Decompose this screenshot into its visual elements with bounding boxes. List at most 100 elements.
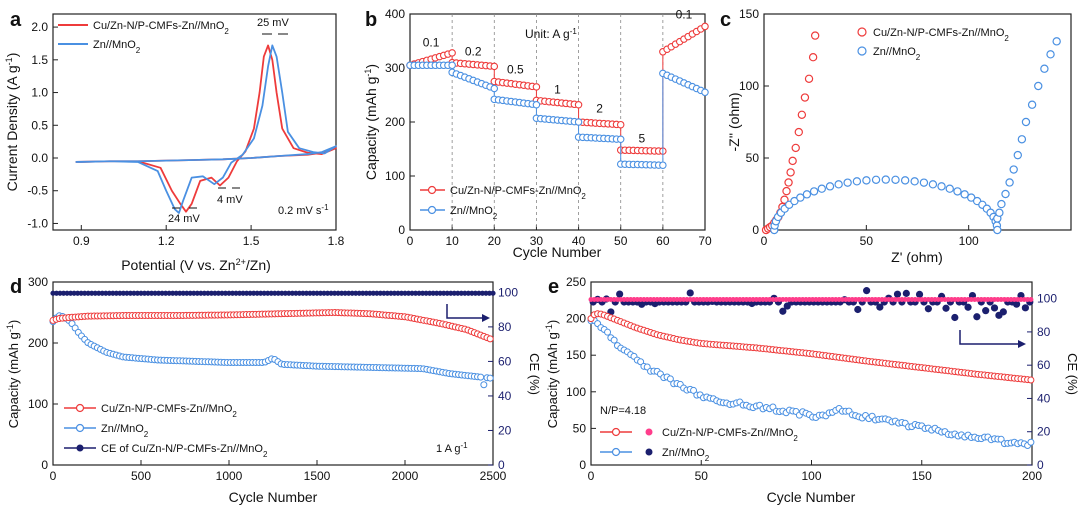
legend-e-item-zn: Zn//MnO2 — [662, 447, 710, 463]
y-tick-label: 0 — [398, 223, 405, 237]
nyquist-point-zn — [919, 178, 929, 187]
y-right-tick-label: 20 — [1037, 425, 1051, 439]
capacity-point-zn — [1027, 438, 1035, 446]
x-tick-label: 60 — [656, 234, 670, 248]
ce-point-zn — [893, 290, 902, 298]
x-tick-label: 100 — [801, 469, 821, 483]
y-right-tick-label: 40 — [498, 389, 512, 403]
y-tick-label: 400 — [385, 7, 405, 21]
nyquist-point-zn — [825, 182, 835, 191]
nyquist-point-zn — [997, 199, 1006, 209]
panel-b-xlabel: Cycle Number — [513, 244, 602, 260]
y-tick-label: 50 — [746, 151, 760, 165]
x-tick-label: 1.2 — [158, 234, 175, 248]
ce-point-zn — [1012, 300, 1021, 308]
nyquist-point-zn — [1034, 81, 1043, 91]
legend-e-navy-marker — [645, 448, 653, 456]
y-right-tick-label: 20 — [498, 423, 512, 437]
ce-point-zn — [999, 308, 1007, 316]
panel-e: e 0 50 100 150 20005010015020025002040608010… — [544, 275, 1080, 505]
x-tick-label: 0.9 — [73, 234, 90, 248]
nyquist-point-zn — [995, 208, 1004, 217]
panel-b-unit: Unit: A g-1 — [525, 27, 577, 42]
x-tick-label: 1500 — [304, 469, 331, 483]
rate-label: 0.1 — [423, 35, 440, 49]
ce-point-zn — [863, 287, 871, 295]
rate-point-cu — [490, 62, 499, 71]
y-tick-label: -0.5 — [27, 184, 48, 198]
ce-point-cu — [490, 290, 496, 296]
capacity-point-zn — [604, 328, 612, 336]
ce-point-zn — [951, 313, 959, 322]
ce-point-zn — [1021, 304, 1029, 312]
nyquist-point-cu — [791, 143, 800, 153]
panel-a-frame — [52, 13, 337, 231]
y-tick-label: 50 — [573, 421, 587, 435]
ce-point-zn — [973, 313, 981, 321]
panel-d-axis-arrow — [446, 304, 482, 319]
annotation-scan-rate: 0.2 mV s-1 — [278, 203, 329, 218]
legend-c-blue-marker — [857, 46, 867, 56]
nyquist-point-cu — [810, 31, 820, 40]
x-tick-label: 500 — [131, 469, 151, 483]
annotation-valley-gap-1: 24 mV — [168, 213, 200, 225]
rate-point-cu — [574, 100, 583, 109]
nyquist-point-zn — [960, 190, 969, 199]
panel-d: d 0 500 1000 1500 2000 2500010020030002040608… — [5, 275, 542, 505]
x-tick-label: 2000 — [392, 469, 419, 483]
nyquist-point-zn — [1013, 150, 1022, 160]
rate-label: 1 — [554, 82, 561, 96]
panel-a: a 0.9 1.2 1.5 1.8 -1.0 -0.5 0.0 0.5 1.0 1.5 2.0 Po… — [4, 9, 345, 273]
capacity-point-zn — [637, 358, 645, 366]
nyquist-point-zn — [1046, 50, 1055, 59]
legend-c-red-marker — [857, 27, 867, 37]
x-tick-label: 0 — [50, 469, 57, 483]
y-tick-label: 100 — [566, 385, 586, 399]
y-tick-label: 0 — [579, 458, 586, 472]
y-tick-label: 1.5 — [31, 53, 48, 67]
x-tick-label: 150 — [912, 469, 932, 483]
panel-e-np-ratio: N/P=4.18 — [600, 405, 646, 417]
nyquist-point-cu — [780, 195, 789, 204]
legend-d-item-ce: CE of Cu/Zn-N/P-CMFs-Zn//MnO2 — [101, 443, 268, 459]
legend-b-item-cu: Cu/Zn-N/P-CMFs-Zn//MnO2 — [450, 185, 586, 201]
cv-curve-zn — [75, 44, 337, 214]
nyquist-point-zn — [945, 184, 954, 193]
rate-point-zn — [448, 61, 456, 70]
nyquist-point-zn — [1027, 100, 1037, 109]
y-tick-label: 0.5 — [31, 118, 48, 132]
y-tick-label: 2.0 — [31, 20, 48, 34]
nyquist-point-zn — [1021, 117, 1031, 127]
ce-point-zn — [1017, 291, 1025, 300]
rate-point-cu — [701, 22, 709, 31]
ce-point-zn — [902, 289, 910, 297]
nyquist-point-zn — [900, 176, 910, 185]
capacity-point-zn — [477, 373, 485, 381]
nyquist-point-cu — [797, 110, 807, 120]
y-tick-label: 100 — [385, 169, 405, 183]
ce-point-zn — [854, 305, 862, 314]
legend-e-red-marker — [611, 427, 621, 437]
nyquist-point-zn — [852, 177, 862, 186]
nyquist-point-zn — [796, 193, 805, 202]
legend-e-pink-marker — [645, 428, 653, 436]
nyquist-point-zn — [862, 176, 871, 185]
legend-e-blue-marker — [611, 447, 621, 457]
y-tick-label: 150 — [739, 7, 759, 21]
panel-d-ylabel: Capacity (mAh g-1) — [5, 320, 21, 428]
rate-point-zn — [574, 118, 583, 126]
panel-b-ylabel: Capacity (mAh g-1) — [363, 64, 379, 180]
x-tick-label: 50 — [860, 234, 874, 248]
rate-point-zn — [532, 100, 541, 109]
y-tick-label: 0.0 — [31, 151, 48, 165]
y-right-tick-label: 60 — [498, 354, 512, 368]
y-right-tick-label: 100 — [498, 285, 518, 299]
cv-curve-cu — [75, 44, 337, 213]
x-tick-label: 0 — [588, 469, 595, 483]
x-tick-label: 50 — [695, 469, 709, 483]
nyquist-point-zn — [1001, 189, 1010, 199]
x-tick-label: 200 — [1022, 469, 1042, 483]
nyquist-point-zn — [1017, 135, 1027, 144]
y-tick-label: 100 — [739, 79, 759, 93]
nyquist-point-cu — [786, 168, 795, 177]
